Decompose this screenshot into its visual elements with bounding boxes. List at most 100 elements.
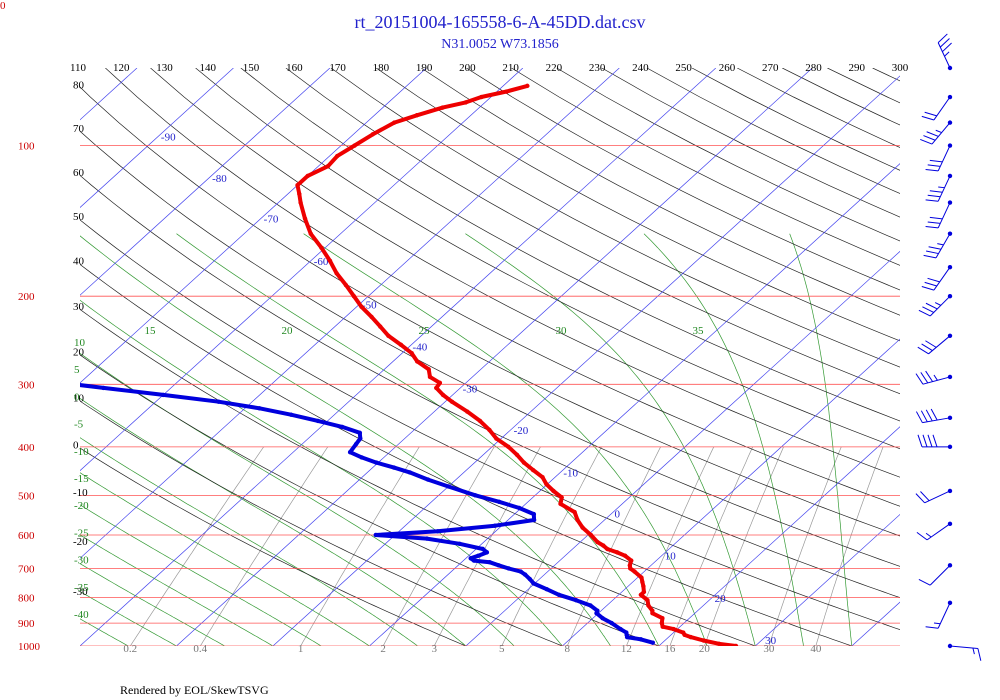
dry-adiabat-line — [511, 68, 900, 266]
temperature-point — [733, 643, 739, 646]
pressure-label: 1000 — [18, 641, 41, 653]
temperature-point — [671, 626, 676, 632]
temperature-point — [494, 436, 499, 441]
dewpoint-point — [435, 529, 440, 534]
wind-barb-feather — [925, 225, 939, 229]
moist-adiabat-side-label: 10 — [74, 337, 86, 349]
isotherm-line — [562, 338, 900, 646]
dry-adiabat-line — [376, 68, 900, 342]
wind-barb — [921, 94, 953, 121]
dry-adiabat-top-label: 300 — [892, 62, 909, 74]
temperature-point — [622, 553, 628, 558]
temperature-point — [627, 563, 633, 568]
wind-barb — [925, 143, 953, 172]
dry-adiabat-side-label: 60 — [73, 167, 85, 179]
moist-adiabat-top-label: 20 — [282, 325, 294, 337]
dewpoint-point — [531, 517, 537, 523]
dry-adiabat-top-label: 140 — [200, 62, 217, 74]
wind-barb-feather — [921, 115, 935, 121]
dewpoint-point — [161, 392, 166, 398]
temperature-point — [514, 452, 520, 458]
dry-adiabat-top-label: 110 — [70, 62, 87, 74]
isotherm-line — [80, 68, 524, 472]
wind-barb-half-feather — [933, 622, 941, 625]
dry-adiabat-line — [80, 308, 756, 646]
dry-adiabat-line — [963, 68, 1000, 646]
dry-adiabat-line — [330, 68, 900, 368]
wind-barb — [915, 488, 953, 504]
temperature-point — [681, 630, 686, 635]
moist-adiabat-line — [80, 591, 177, 646]
dewpoint-point — [288, 412, 294, 417]
dewpoint-point — [531, 581, 536, 586]
wind-barb — [915, 408, 953, 424]
temperature-point — [629, 558, 634, 563]
temperature-point — [580, 525, 585, 530]
pressure-label: 100 — [18, 141, 35, 153]
mixing-ratio-label: 8 — [565, 643, 571, 655]
temperature-point — [437, 380, 443, 386]
wind-barb — [947, 643, 982, 661]
background-lines — [80, 68, 1000, 646]
mixing-ratio-label: 40 — [810, 643, 822, 655]
dewpoint-point — [484, 550, 490, 555]
wind-barb-feather — [977, 648, 982, 661]
mixing-ratio-line — [815, 446, 884, 646]
dry-adiabat-top-label: 290 — [848, 62, 865, 74]
wind-barb-feather — [920, 372, 929, 384]
temperature-point — [319, 245, 324, 250]
temperature-point — [305, 173, 310, 179]
dry-adiabat-line — [240, 68, 900, 422]
dewpoint-point — [407, 470, 413, 475]
wind-barb-half-feather — [934, 302, 942, 306]
dry-adiabat-top-label: 280 — [805, 62, 822, 74]
wind-barb-staff — [924, 490, 951, 504]
dewpoint-point — [374, 460, 379, 465]
dewpoint-point — [556, 592, 562, 597]
dewpoint-point — [650, 640, 655, 645]
wind-barb-feather — [918, 579, 931, 586]
wind-barb — [937, 33, 953, 71]
dry-adiabat-line — [80, 174, 900, 599]
temperature-point — [572, 509, 577, 515]
wind-barb-staff — [937, 145, 951, 172]
temperature-point — [463, 100, 468, 105]
wind-barb — [925, 173, 953, 202]
dry-adiabat-side-label: 50 — [73, 211, 85, 223]
temperature-point — [525, 83, 530, 89]
wind-barb-feather — [915, 493, 925, 504]
dry-adiabat-top-label: 250 — [675, 62, 692, 74]
temperature-point — [641, 589, 647, 595]
temperature-point — [558, 501, 563, 507]
dewpoint-point — [339, 424, 345, 430]
wind-barb-staff — [937, 602, 951, 629]
dewpoint-point — [573, 597, 579, 603]
dewpoint-point — [618, 626, 623, 632]
temperature-point — [504, 89, 509, 94]
mixing-ratio-line — [433, 446, 541, 646]
temperature-point — [659, 620, 665, 626]
dry-adiabat-line — [80, 354, 659, 646]
dewpoint-point — [353, 441, 359, 447]
temperature-point — [352, 143, 357, 148]
dry-adiabat-top-label: 200 — [459, 62, 476, 74]
dewpoint-point — [531, 511, 537, 517]
dry-adiabat-top-label: 150 — [243, 62, 260, 74]
dewpoint-point — [101, 385, 106, 391]
isotherm-label: -30 — [463, 384, 478, 396]
dewpoint-point — [315, 418, 321, 424]
temperature-point — [477, 418, 483, 424]
pressure-label: 700 — [18, 563, 35, 575]
wind-barb-feather — [928, 246, 942, 250]
temperature-point — [645, 597, 650, 603]
isotherm-label: 20 — [715, 593, 727, 605]
moist-adiabat-side-label: -20 — [74, 500, 89, 512]
temperature-point — [398, 342, 404, 347]
dewpoint-point — [446, 484, 451, 489]
wind-barb-feather — [925, 199, 939, 202]
wind-barb — [915, 370, 953, 385]
dewpoint-point — [357, 430, 363, 436]
temperature-point — [386, 333, 391, 339]
wind-barb-feather — [927, 164, 941, 167]
temperature-point — [465, 409, 470, 414]
